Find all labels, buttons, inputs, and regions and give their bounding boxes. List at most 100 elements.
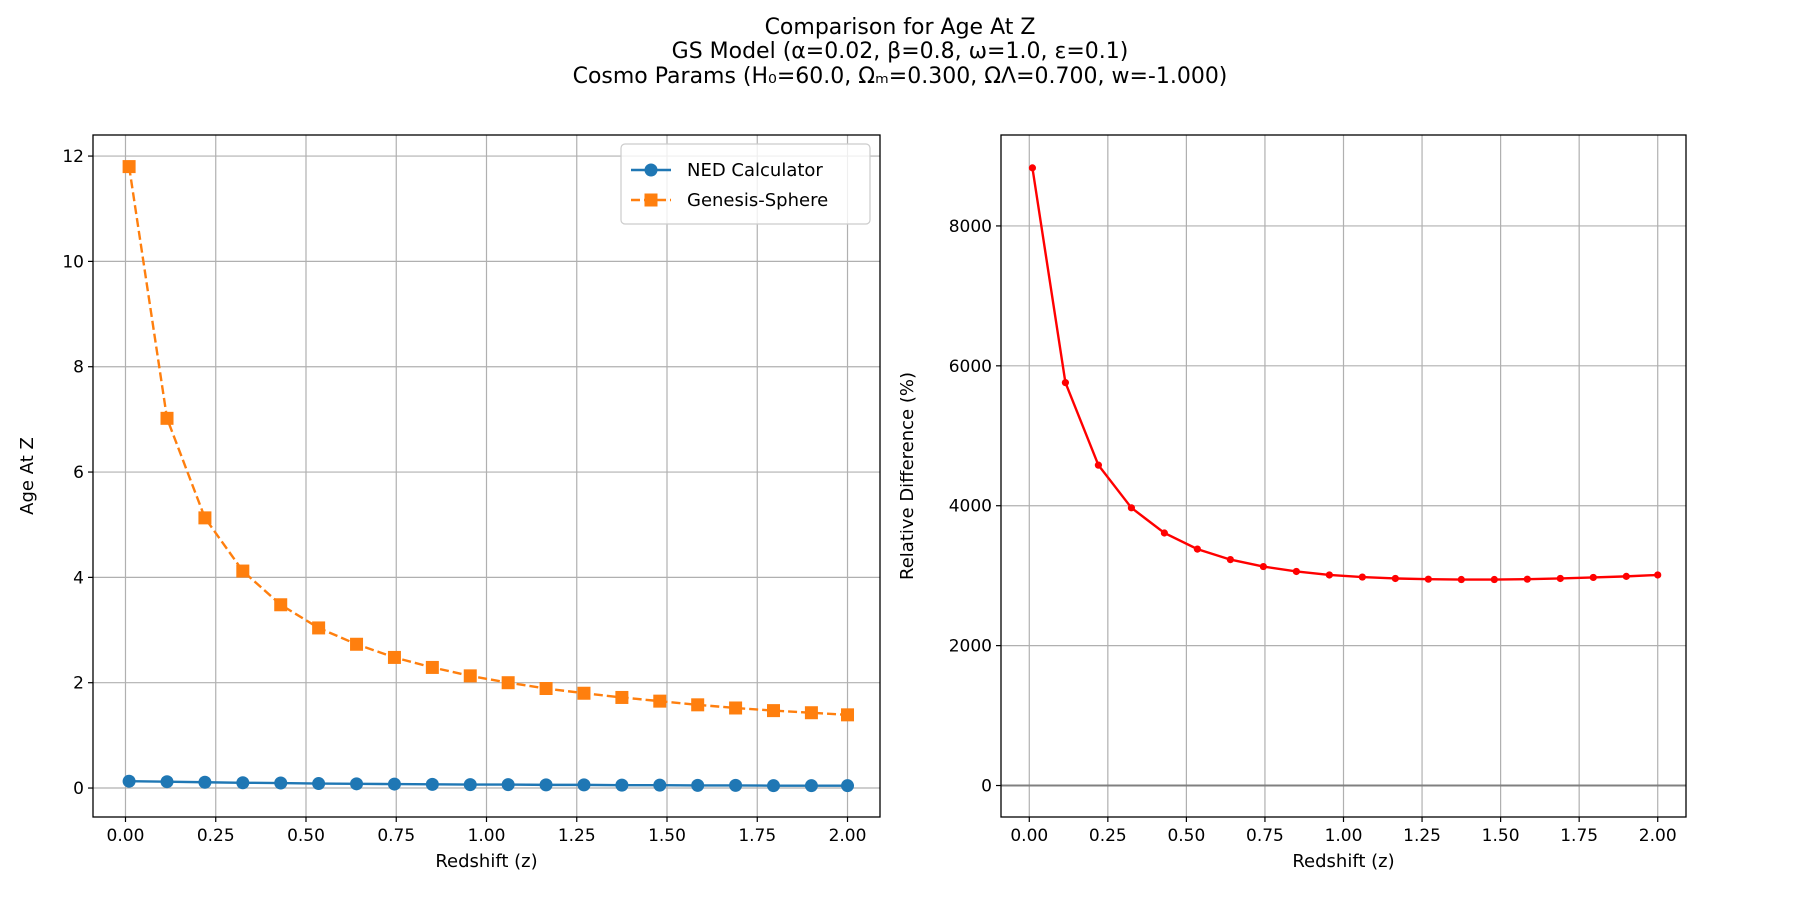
data-point (501, 676, 515, 690)
data-point (1424, 575, 1432, 583)
data-point (122, 160, 136, 174)
series-line-1 (127, 166, 848, 717)
data-point (1259, 562, 1267, 571)
data-point (1127, 504, 1136, 512)
data-point (1028, 164, 1037, 172)
data-point (350, 637, 364, 651)
y-tick-label: 0 (981, 777, 992, 797)
data-point (1490, 575, 1498, 584)
legend: NED Calculator Genesis-Sphere (620, 143, 871, 225)
data-point (841, 708, 855, 722)
data-point (312, 777, 326, 791)
data-point (767, 779, 781, 793)
y-tick-label: 10 (62, 252, 84, 272)
data-point (1160, 529, 1168, 537)
data-point (1589, 573, 1597, 582)
data-point (160, 411, 174, 425)
x-tick-label: 1.25 (1403, 826, 1441, 846)
data-point (350, 777, 364, 791)
axes-frame (92, 134, 881, 818)
data-point (1226, 555, 1234, 564)
data-point (577, 686, 591, 700)
data-point (160, 775, 174, 789)
y-tick-label: 6 (73, 463, 84, 483)
x-tick-label: 1.50 (1482, 826, 1520, 846)
y-tick-label: 6000 (949, 357, 992, 377)
legend-marker (644, 163, 658, 177)
data-point (615, 690, 629, 704)
data-point (1094, 461, 1103, 469)
data-point (1556, 574, 1564, 583)
data-point (653, 694, 667, 708)
x-tick-label: 0.75 (377, 826, 415, 846)
data-point (1654, 571, 1662, 579)
x-axis-label: Redshift (z) (1292, 851, 1394, 872)
x-tick-label: 2.00 (829, 826, 867, 846)
x-tick-label: 1.00 (468, 826, 506, 846)
data-point (729, 701, 743, 715)
x-tick-label: 0.25 (197, 826, 235, 846)
data-point (1391, 574, 1399, 583)
data-point (653, 778, 667, 792)
data-point (1622, 572, 1630, 580)
x-tick-label: 1.75 (1560, 826, 1598, 846)
data-point (767, 704, 781, 718)
legend-label: NED Calculator (687, 160, 823, 181)
data-point (387, 650, 401, 664)
data-point (236, 776, 250, 790)
data-point (1325, 571, 1333, 579)
data-point (425, 777, 439, 791)
figure-title-line-1: Comparison for Age At Z (764, 15, 1036, 40)
data-point (274, 776, 288, 790)
age-at-z-chart: 0.00 0.25 0.50 0.75 1.00 1.25 1.50 1.75 2.00 0 2 4 6… (17, 134, 881, 872)
figure-title-line-3: Cosmo Params (H₀=60.0, Ωₘ=0.300, ΩΛ=0.70… (572, 64, 1228, 89)
data-point (691, 778, 705, 792)
y-axis-label: Age At Z (17, 437, 38, 515)
figure-title-line-2: GS Model (α=0.02, β=0.8, ω=1.0, ε=0.1) (671, 39, 1129, 64)
data-point (463, 778, 477, 792)
legend-box (620, 143, 871, 225)
x-tick-label: 0.00 (1010, 826, 1048, 846)
data-point (236, 564, 250, 578)
legend-marker (644, 193, 658, 207)
x-axis-label: Redshift (z) (435, 851, 537, 872)
legend-label: Genesis-Sphere (687, 190, 828, 211)
data-point (539, 778, 553, 792)
data-point (804, 779, 818, 793)
x-tick-label: 0.75 (1246, 826, 1284, 846)
data-point (198, 511, 212, 525)
data-point (1193, 545, 1201, 553)
data-point (1358, 573, 1366, 581)
x-tick-label: 0.50 (287, 826, 325, 846)
x-tick-label: 1.25 (558, 826, 596, 846)
data-point (691, 698, 705, 712)
data-point (729, 778, 743, 792)
y-tick-label: 8000 (949, 217, 992, 237)
x-tick-label: 1.50 (648, 826, 686, 846)
y-axis-label: Relative Difference (%) (900, 372, 918, 580)
data-point (1523, 575, 1531, 583)
data-point (122, 774, 136, 788)
data-point (615, 778, 629, 792)
y-tick-label: 0 (73, 779, 84, 799)
data-point (463, 669, 477, 683)
y-tick-label: 8 (73, 358, 84, 378)
relative-difference-chart: 0.00 0.25 0.50 0.75 1.00 1.25 1.50 1.75 2.00 0 200… (900, 134, 1687, 872)
y-tick-label: 4000 (949, 497, 992, 517)
data-point (274, 598, 288, 612)
x-tick-label: 0.00 (107, 826, 145, 846)
axes-frame (1000, 134, 1687, 818)
data-point (425, 660, 439, 674)
data-point (577, 778, 591, 792)
series-line-0 (1031, 167, 1658, 581)
x-tick-label: 1.00 (1325, 826, 1363, 846)
data-point (1061, 379, 1070, 387)
x-tick-label: 2.00 (1639, 826, 1677, 846)
data-point (1457, 575, 1465, 584)
x-tick-label: 0.50 (1167, 826, 1205, 846)
data-point (387, 777, 401, 791)
data-point (804, 706, 818, 720)
data-point (501, 778, 515, 792)
y-tick-label: 4 (73, 568, 84, 588)
